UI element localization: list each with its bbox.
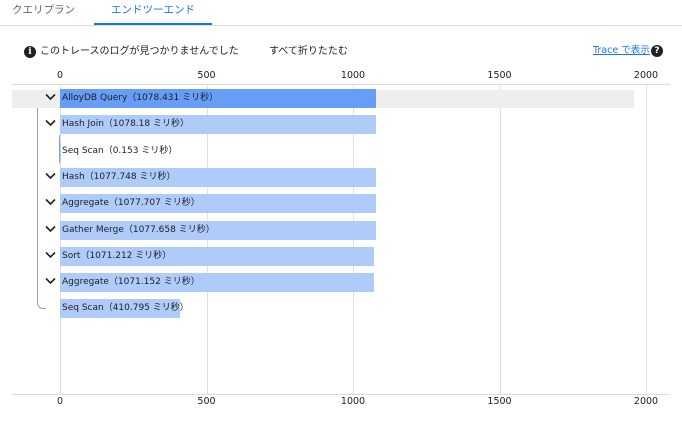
tab-query-plan[interactable]: クエリプラン — [12, 4, 75, 16]
span-duration-bar[interactable] — [60, 167, 376, 187]
span-row[interactable]: Seq Scan（410.795 ミリ秒） — [0, 299, 682, 319]
tab-end-to-end[interactable]: エンドツーエンド — [94, 2, 212, 25]
chevron-down-icon[interactable] — [45, 119, 57, 129]
axis-tick-label: 500 — [197, 396, 216, 407]
span-label: Seq Scan（410.795 ミリ秒） — [62, 303, 189, 314]
span-row[interactable]: Hash Join（1078.18 ミリ秒） — [0, 115, 682, 135]
span-duration-bar[interactable] — [60, 246, 374, 266]
span-row[interactable]: Aggregate（1077.707 ミリ秒） — [0, 194, 682, 214]
span-label: Hash Join（1078.18 ミリ秒） — [62, 119, 189, 130]
span-duration-bar[interactable] — [60, 89, 376, 108]
axis-tick-label: 1500 — [487, 396, 512, 407]
span-label: Hash（1077.748 ミリ秒） — [62, 171, 176, 182]
span-label: Seq Scan（0.153 ミリ秒） — [62, 145, 178, 156]
axis-tick-label: 0 — [56, 396, 64, 407]
span-row[interactable]: Hash（1077.748 ミリ秒） — [0, 167, 682, 187]
span-row[interactable]: Aggregate（1071.152 ミリ秒） — [0, 273, 682, 293]
span-duration-bar[interactable] — [60, 141, 61, 161]
view-in-trace-link[interactable]: Trace で表示 — [593, 45, 650, 56]
axis-tick-label: 1000 — [340, 396, 366, 407]
span-label: Aggregate（1071.152 ミリ秒） — [62, 277, 200, 288]
span-duration-bar[interactable] — [60, 273, 374, 293]
chevron-down-icon[interactable] — [45, 225, 57, 235]
help-icon[interactable]: ? — [651, 45, 663, 57]
top-axis-line — [12, 84, 670, 85]
tree-connector — [37, 108, 38, 301]
span-label: Aggregate（1077.707 ミリ秒） — [62, 198, 200, 209]
span-label: Sort（1071.212 ミリ秒） — [62, 250, 172, 261]
tree-connector-end — [37, 300, 46, 309]
span-label: AlloyDB Query（1078.431 ミリ秒） — [62, 93, 219, 103]
span-duration-bar[interactable] — [60, 220, 376, 240]
chevron-down-icon[interactable] — [45, 198, 57, 208]
axis-tick-label: 1500 — [487, 70, 512, 81]
axis-tick-label: 2000 — [633, 396, 659, 407]
chevron-down-icon[interactable] — [45, 93, 57, 103]
chevron-down-icon[interactable] — [45, 277, 57, 287]
span-row[interactable]: AlloyDB Query（1078.431 ミリ秒） — [0, 89, 682, 108]
axis-tick-label: 2000 — [633, 70, 659, 81]
chevron-down-icon[interactable] — [45, 172, 57, 182]
bottom-axis: 0 500 1000 1500 2000 — [0, 395, 682, 409]
span-duration-bar[interactable] — [60, 194, 376, 214]
tab-bar: クエリプラン エンドツーエンド — [0, 0, 682, 26]
span-duration-bar[interactable] — [60, 299, 181, 319]
axis-tick-label: 0 — [56, 70, 64, 81]
no-logs-message: このトレースのログが見つかりませんでした — [40, 46, 239, 57]
bottom-axis-line — [12, 394, 670, 395]
span-row[interactable]: Sort（1071.212 ミリ秒） — [0, 246, 682, 266]
collapse-all-button[interactable]: すべて折りたたむ — [269, 46, 348, 57]
chevron-down-icon[interactable] — [45, 251, 57, 261]
top-axis: 0 500 1000 1500 2000 — [0, 69, 682, 83]
span-label: Gather Merge（1077.658 ミリ秒） — [62, 224, 215, 235]
span-row[interactable]: Seq Scan（0.153 ミリ秒） — [0, 141, 682, 161]
info-icon: i — [24, 46, 36, 58]
tree-connector-leaf — [59, 135, 60, 163]
gridline — [499, 84, 501, 394]
axis-tick-label: 500 — [197, 70, 216, 81]
gridline — [646, 84, 647, 394]
span-row[interactable]: Gather Merge（1077.658 ミリ秒） — [0, 220, 682, 240]
axis-tick-label: 1000 — [340, 70, 366, 81]
span-duration-bar[interactable] — [60, 115, 376, 135]
